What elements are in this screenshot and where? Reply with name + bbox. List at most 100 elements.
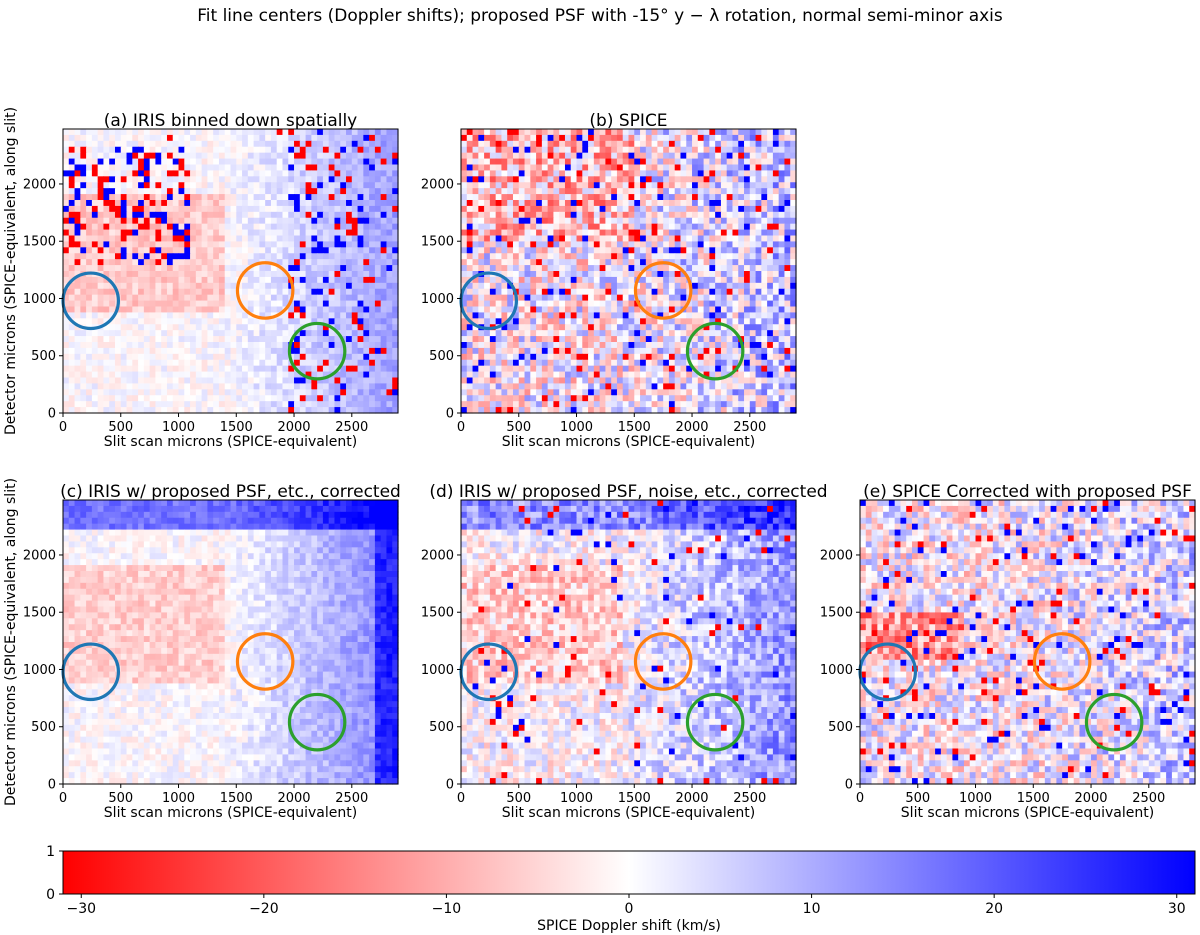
heatmap-cell	[582, 164, 589, 172]
heatmap-cell	[288, 395, 295, 402]
heatmap-cell	[593, 182, 601, 189]
heatmap-cell	[195, 265, 203, 272]
heatmap-cell	[605, 318, 612, 325]
heatmap-cell	[351, 152, 359, 160]
heatmap-cell	[224, 182, 232, 189]
heatmap-cell	[524, 235, 531, 243]
heatmap-cell	[501, 330, 508, 337]
heatmap-cell	[761, 253, 768, 260]
heatmap-cell	[103, 365, 110, 373]
heatmap-cell	[784, 294, 791, 302]
heatmap-cell	[461, 229, 468, 237]
heatmap-cell	[114, 276, 122, 284]
heatmap-cell	[772, 140, 780, 148]
heatmap-cell	[201, 170, 208, 177]
heatmap-cell	[715, 188, 722, 195]
heatmap-cell	[582, 129, 589, 136]
heatmap-cell	[703, 294, 710, 302]
heatmap-cell	[109, 182, 116, 189]
heatmap-cell	[184, 389, 191, 396]
heatmap-cell	[224, 342, 232, 349]
heatmap-cell	[744, 146, 751, 154]
heatmap-cell	[663, 282, 670, 290]
heatmap-cell	[322, 211, 330, 219]
heatmap-cell	[524, 336, 531, 343]
heatmap-cell	[143, 259, 151, 266]
heatmap-cell	[588, 276, 595, 284]
heatmap-cell	[697, 241, 705, 248]
heatmap-cell	[686, 211, 693, 219]
heatmap-cell	[772, 129, 780, 136]
heatmap-cell	[576, 330, 583, 337]
heatmap-cell	[311, 271, 318, 278]
heatmap-cell	[744, 176, 751, 183]
heatmap-cell	[645, 241, 653, 248]
heatmap-cell	[738, 324, 745, 331]
heatmap-cell	[74, 371, 81, 379]
heatmap-cell	[784, 134, 791, 142]
heatmap-cell	[599, 247, 606, 254]
heatmap-cell	[530, 134, 537, 142]
heatmap-cell	[640, 318, 647, 325]
heatmap-cell	[605, 253, 612, 260]
heatmap-cell	[720, 229, 728, 237]
heatmap-cell	[530, 312, 537, 319]
heatmap-cell	[374, 140, 382, 148]
heatmap-cell	[790, 253, 797, 260]
heatmap-cell	[640, 276, 647, 284]
heatmap-cell	[230, 276, 237, 284]
heatmap-cell	[351, 347, 359, 355]
heatmap-cell	[190, 223, 197, 231]
heatmap-cell	[103, 182, 110, 189]
heatmap-cell	[322, 182, 330, 189]
heatmap-cell	[86, 182, 93, 189]
heatmap-cell	[380, 324, 388, 331]
heatmap-cell	[605, 217, 612, 225]
heatmap-cell	[114, 158, 122, 166]
heatmap-cell	[715, 253, 722, 260]
heatmap-cell	[143, 377, 151, 385]
heatmap-cell	[80, 158, 87, 166]
heatmap-cell	[541, 253, 549, 260]
heatmap-cell	[374, 365, 382, 373]
heatmap-cell	[374, 182, 382, 189]
heatmap-cell	[576, 342, 583, 349]
heatmap-cell	[392, 223, 399, 231]
heatmap-cell	[184, 377, 191, 385]
heatmap-cell	[680, 229, 687, 237]
heatmap-cell	[772, 223, 780, 231]
heatmap-cell	[657, 152, 664, 160]
heatmap-cell	[524, 140, 531, 148]
heatmap-cell	[276, 158, 284, 166]
heatmap-cell	[172, 324, 180, 331]
heatmap-cell	[114, 140, 122, 148]
heatmap-cell	[305, 253, 312, 260]
heatmap-cell	[484, 300, 491, 308]
heatmap-cell	[744, 288, 751, 296]
heatmap-cell	[697, 217, 705, 225]
heatmap-cell	[790, 158, 797, 166]
heatmap-cell	[126, 265, 133, 272]
heatmap-cell	[559, 182, 566, 189]
heatmap-cell	[668, 194, 676, 201]
heatmap-cell	[518, 205, 526, 213]
heatmap-cell	[593, 347, 601, 355]
heatmap-cell	[184, 276, 191, 284]
heatmap-cell	[541, 229, 549, 237]
heatmap-cell	[230, 205, 237, 213]
heatmap-cell	[599, 146, 606, 154]
heatmap-cell	[778, 300, 786, 308]
heatmap-cell	[276, 306, 284, 314]
heatmap-cell	[74, 383, 81, 390]
heatmap-cell	[738, 288, 745, 296]
heatmap-cell	[334, 347, 341, 355]
heatmap-cell	[547, 194, 555, 201]
heatmap-cell	[599, 259, 606, 266]
heatmap-cell	[328, 342, 336, 349]
heatmap-cell	[640, 211, 647, 219]
heatmap-cell	[126, 211, 133, 219]
heatmap-cell	[605, 134, 612, 142]
heatmap-cell	[582, 205, 589, 213]
heatmap-cell	[97, 342, 105, 349]
heatmap-cell	[276, 194, 284, 201]
